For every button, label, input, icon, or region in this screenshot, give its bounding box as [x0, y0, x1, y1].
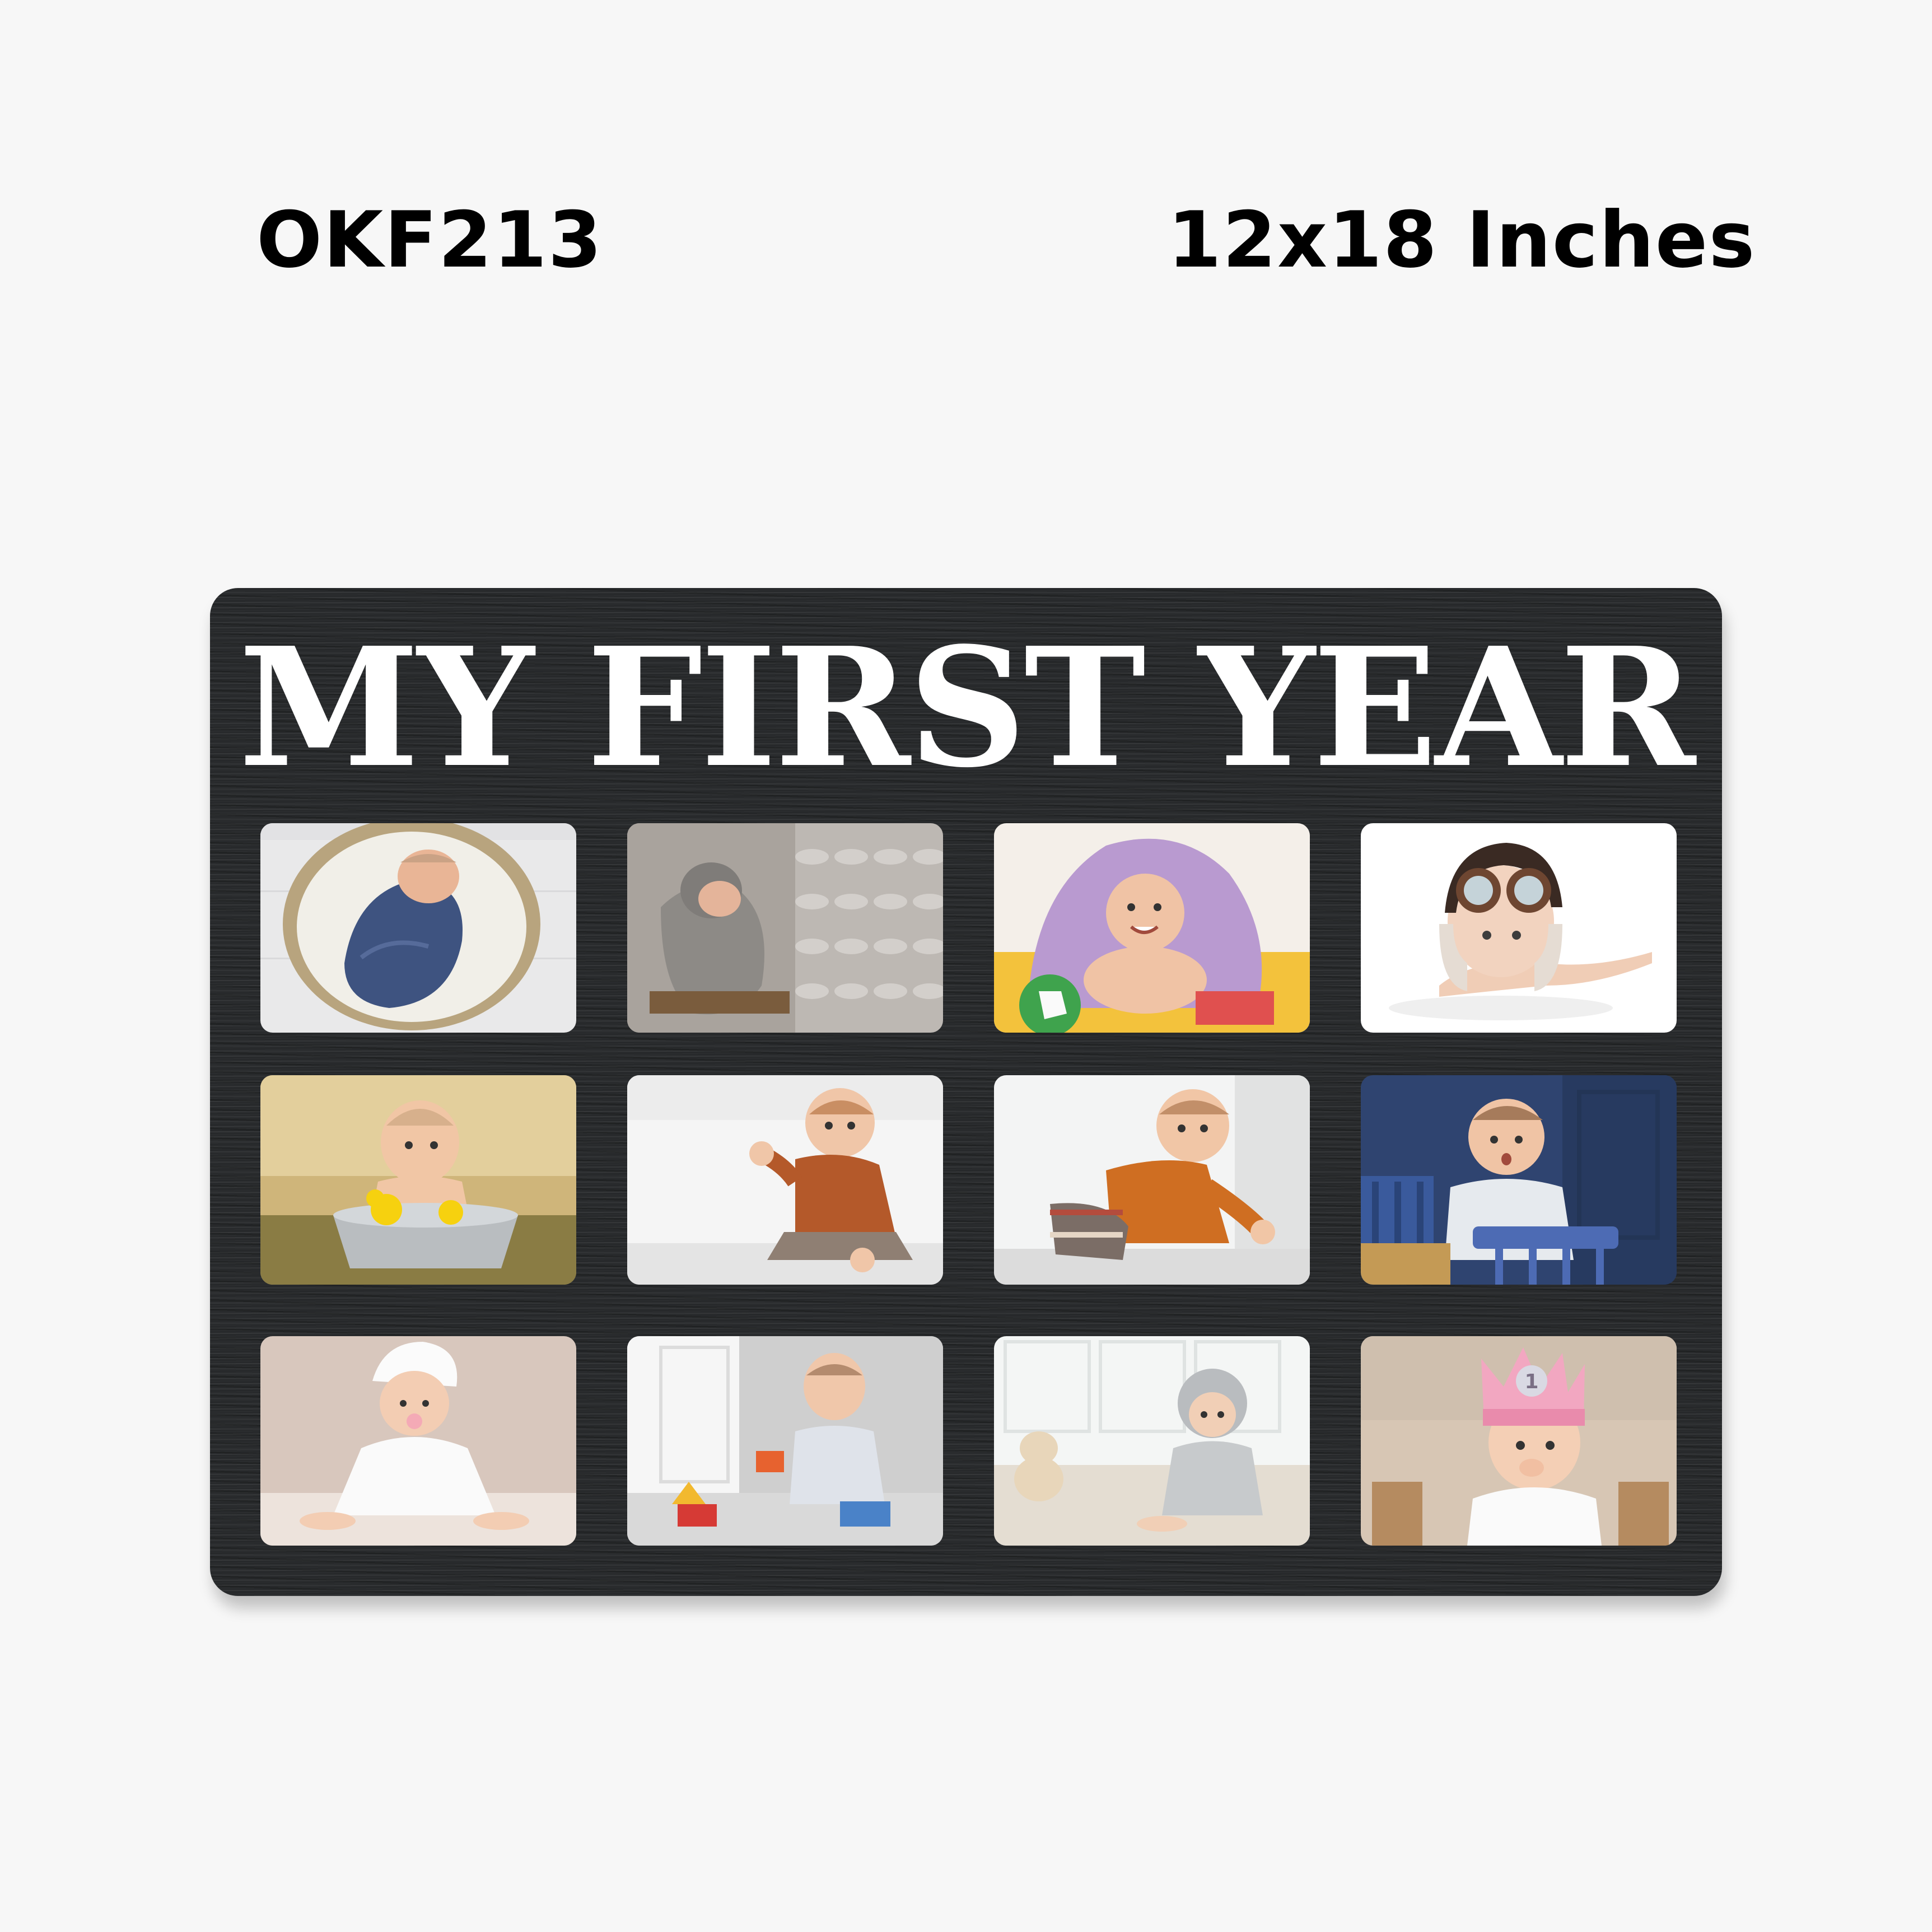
photo-slot-6 [627, 1075, 943, 1285]
photo-slot-7 [994, 1075, 1310, 1285]
product-code: OKF213 [256, 195, 603, 285]
photo-frame-board: MY FIRST YEAR [210, 588, 1722, 1596]
photo-slot-1 [260, 823, 576, 1033]
baby-white-towel-hat-photo-icon [260, 1336, 576, 1546]
photo-slot-11 [994, 1336, 1310, 1546]
photo-slot-2 [627, 823, 943, 1033]
baby-aviator-hat-photo-icon [1361, 823, 1677, 1033]
baby-playing-toys-photo-icon [627, 1336, 943, 1546]
baby-in-bucket-duck-photo-icon [260, 1075, 576, 1285]
photo-slot-9 [260, 1336, 576, 1546]
photo-slot-4 [1361, 823, 1677, 1033]
baby-blue-chair-photo-icon [1361, 1075, 1677, 1285]
photo-slot-12: 1 [1361, 1336, 1677, 1546]
photo-slot-5 [260, 1075, 576, 1285]
photo-slot-10 [627, 1336, 943, 1546]
baby-under-purple-towel-photo-icon [994, 823, 1310, 1033]
baby-crawling-waving-photo-icon [627, 1075, 943, 1285]
baby-crawling-orange-sweater-photo-icon [994, 1075, 1310, 1285]
photo-slot-3 [994, 823, 1310, 1033]
baby-grey-hood-teddy-photo-icon [994, 1336, 1310, 1546]
product-size: 12x18 Inches [1168, 195, 1756, 285]
photo-slot-8 [1361, 1075, 1677, 1285]
baby-birthday-crown-photo-icon: 1 [1361, 1336, 1677, 1546]
baby-in-basket-photo-icon [260, 823, 576, 1033]
baby-sleeping-knit-blanket-photo-icon [627, 823, 943, 1033]
crown-digit: 1 [1524, 1370, 1538, 1393]
frame-title: MY FIRST YEAR [239, 612, 1696, 804]
